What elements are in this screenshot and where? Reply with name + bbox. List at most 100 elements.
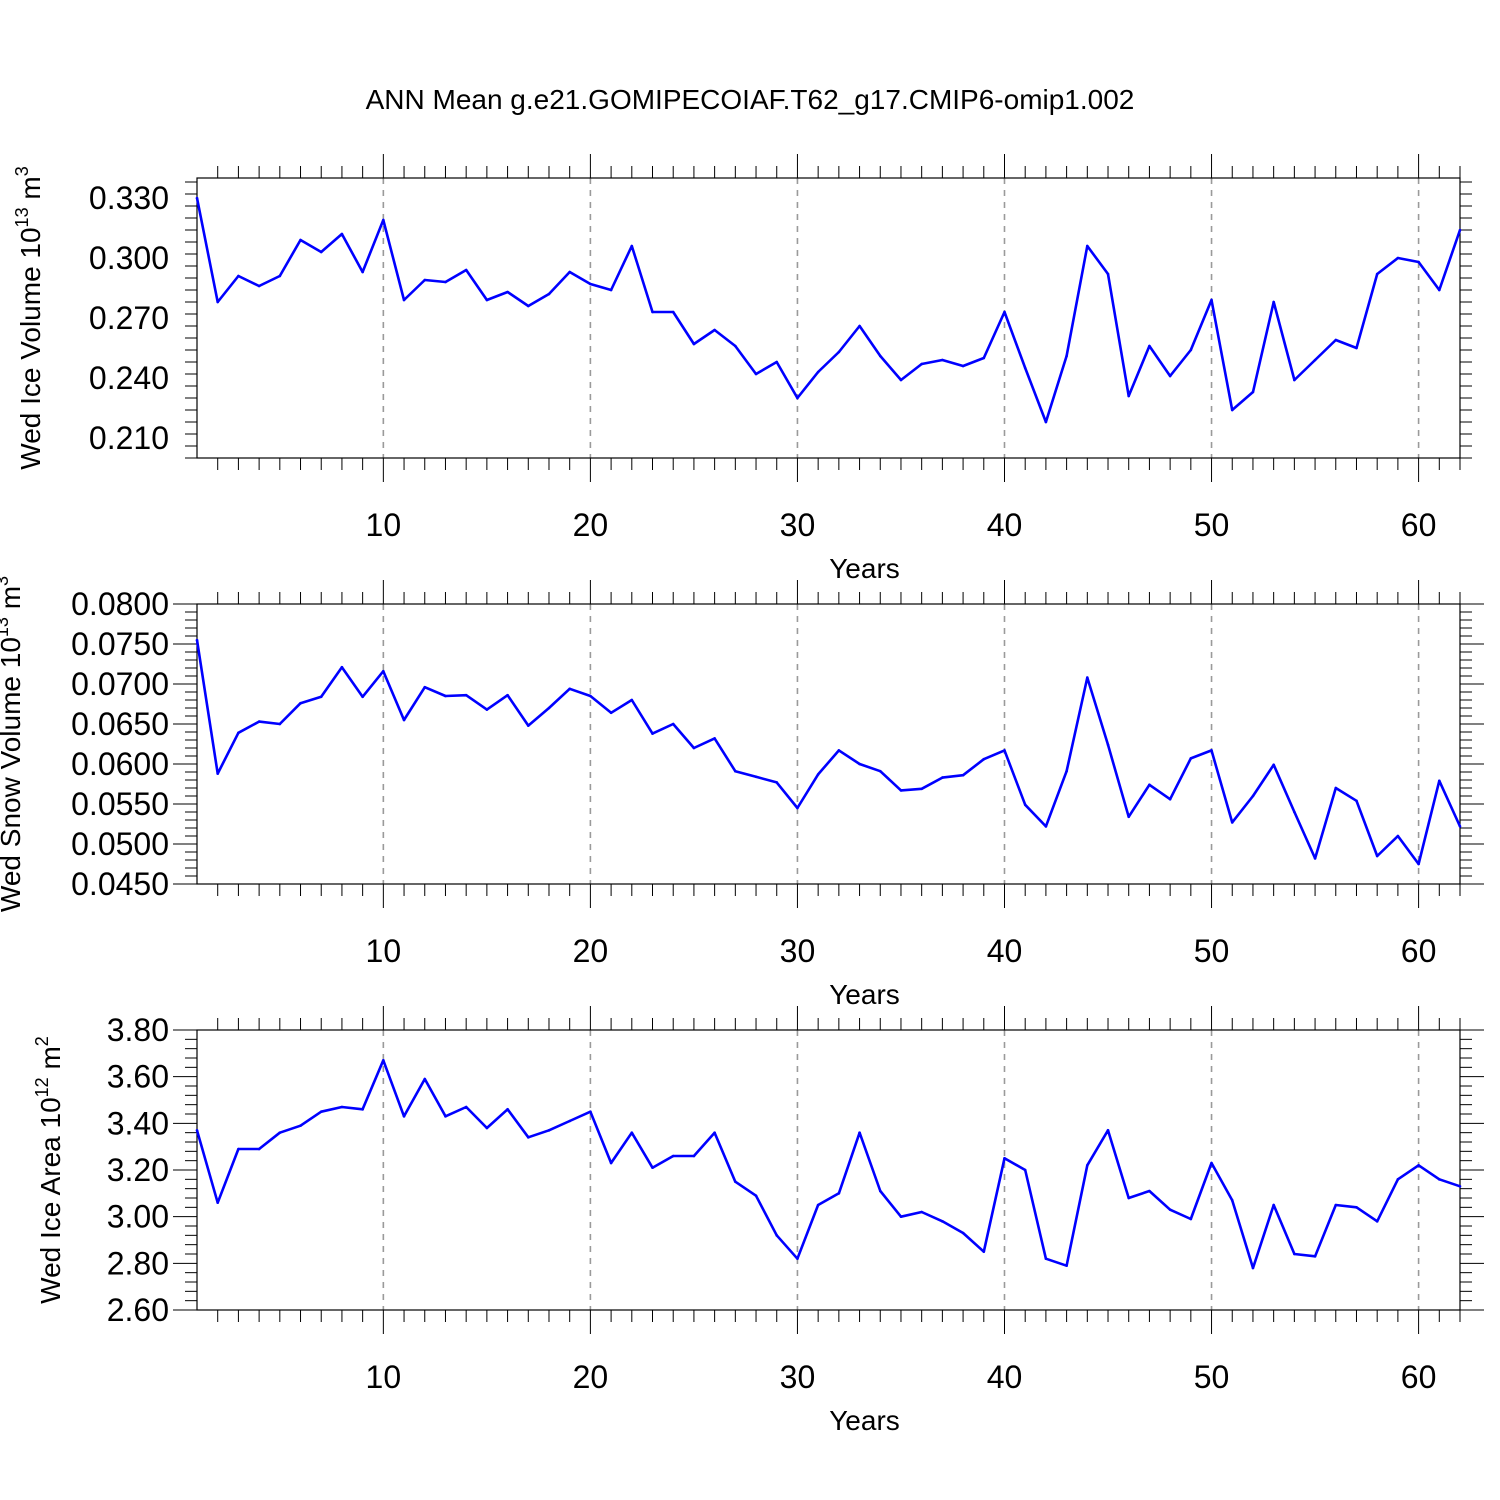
data-point <box>630 244 634 248</box>
data-point <box>816 370 820 374</box>
data-point <box>1210 749 1213 752</box>
data-point <box>796 806 799 810</box>
data-point <box>671 722 675 726</box>
data-point <box>506 1108 509 1111</box>
x-tick-label: 40 <box>987 1359 1023 1395</box>
data-point <box>1148 783 1151 787</box>
data-point <box>692 1154 696 1158</box>
data-point <box>1396 256 1400 260</box>
x-tick-label: 60 <box>1401 507 1437 543</box>
data-point <box>278 1131 282 1134</box>
data-point <box>1375 1220 1379 1223</box>
data-point <box>1065 354 1068 358</box>
x-tick-label: 20 <box>573 933 609 969</box>
x-tick-label: 30 <box>780 1359 816 1395</box>
data-point <box>1417 260 1420 264</box>
y-tick-label: 0.0750 <box>71 626 169 662</box>
data-point <box>1023 1168 1027 1172</box>
data-point <box>651 1166 654 1169</box>
data-point <box>1272 300 1275 304</box>
data-point <box>526 304 530 308</box>
data-point <box>1106 272 1110 276</box>
data-point <box>547 292 551 296</box>
data-point <box>1272 763 1275 767</box>
data-point <box>1230 821 1234 824</box>
data-point <box>754 1194 758 1197</box>
data-point <box>195 638 199 642</box>
data-point <box>444 694 447 698</box>
data-point <box>526 724 530 727</box>
data-point <box>423 685 427 689</box>
data-point <box>1293 378 1296 382</box>
data-point <box>858 762 861 766</box>
data-point <box>1458 825 1462 828</box>
x-tick-label: 50 <box>1194 1359 1230 1395</box>
data-point <box>1293 810 1296 814</box>
data-point <box>319 1110 323 1113</box>
data-point <box>382 669 385 673</box>
x-axis-title: Years <box>829 979 900 1010</box>
data-point <box>899 789 903 792</box>
figure-title: ANN Mean g.e21.GOMIPECOIAF.T62_g17.CMIP6… <box>365 84 1135 115</box>
data-point <box>1375 854 1379 858</box>
data-point <box>1230 408 1234 412</box>
data-point <box>1355 1206 1358 1209</box>
data-point <box>1396 1178 1400 1181</box>
plot-frame <box>196 1029 1461 1311</box>
y-tick-label: 2.60 <box>107 1292 169 1328</box>
data-point <box>278 722 282 726</box>
data-point <box>651 310 654 314</box>
data-point <box>671 310 675 314</box>
y-tick-label: 3.40 <box>107 1105 169 1141</box>
chart-panel-3: 2.60 2.80 3.00 3.20 3.40 3.60 3.80 10 20 30 40 50 60… <box>32 1006 1484 1436</box>
x-tick-label: 40 <box>987 507 1023 543</box>
data-point <box>878 769 882 773</box>
data-point <box>630 698 634 702</box>
x-tick-label: 60 <box>1401 1359 1437 1395</box>
data-point <box>1272 1203 1275 1207</box>
data-point <box>1251 794 1255 798</box>
data-point <box>1458 1185 1462 1188</box>
data-point <box>195 196 199 200</box>
data-point <box>257 720 261 723</box>
x-axis-title: Years <box>829 1405 900 1436</box>
data-point <box>526 1136 530 1139</box>
data-point <box>216 300 220 304</box>
data-point <box>237 1147 240 1151</box>
data-point <box>941 358 944 362</box>
chart-panel-2: 0.0450 0.0500 0.0550 0.0600 0.0650 0.0700 0.07… <box>0 576 1484 1010</box>
data-point <box>961 364 965 368</box>
y-axis-title: Wed Ice Volume 1013 m3 <box>12 166 46 469</box>
data-point <box>1086 1164 1089 1167</box>
data-point <box>961 1231 965 1235</box>
y-tick-label: 0.0550 <box>71 786 169 822</box>
data-point <box>1189 757 1193 760</box>
data-point <box>1437 779 1441 783</box>
y-tick-label: 0.0450 <box>71 866 169 902</box>
data-point <box>734 1180 737 1183</box>
data-point <box>1003 1157 1006 1160</box>
plot-frame <box>196 177 1461 459</box>
data-point <box>216 1201 220 1204</box>
data-point <box>1230 1199 1234 1202</box>
data-point <box>382 1059 385 1062</box>
data-point <box>878 354 882 358</box>
data-point <box>464 693 468 697</box>
y-tick-label: 0.0650 <box>71 706 169 742</box>
x-tick-label: 10 <box>366 1359 402 1395</box>
data-point <box>920 787 923 791</box>
data-point <box>837 749 841 752</box>
data-point <box>1458 228 1462 232</box>
data-point <box>423 1077 427 1081</box>
data-point <box>1334 1203 1338 1207</box>
data-point <box>1148 344 1151 348</box>
data-point <box>630 1131 634 1134</box>
data-point <box>671 1154 675 1158</box>
chart-panel-1: 0.210 0.240 0.270 0.300 0.330 10 20 30 40 50 60 Yea… <box>12 154 1472 584</box>
data-point <box>589 694 592 698</box>
data-point <box>1355 346 1358 350</box>
y-axis-title: Wed Ice Area 1012 m2 <box>32 1036 66 1304</box>
data-point <box>1127 394 1131 398</box>
data-point <box>1375 272 1379 276</box>
data-point <box>340 665 344 669</box>
